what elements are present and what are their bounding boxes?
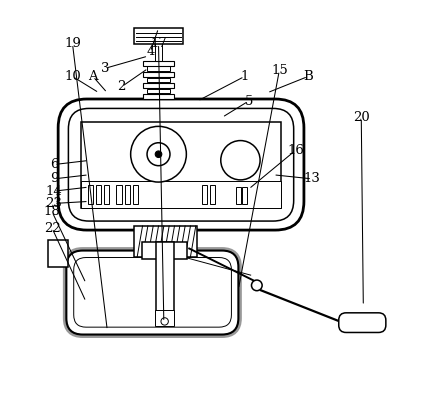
Bar bbox=[210, 185, 215, 204]
Circle shape bbox=[251, 280, 262, 291]
Bar bbox=[48, 240, 67, 267]
Bar bbox=[87, 185, 93, 204]
Bar bbox=[104, 185, 109, 204]
Text: 5: 5 bbox=[245, 95, 253, 108]
Text: 3: 3 bbox=[101, 62, 110, 75]
Bar bbox=[143, 61, 174, 66]
Text: 4: 4 bbox=[146, 45, 155, 58]
Bar bbox=[116, 185, 122, 204]
FancyBboxPatch shape bbox=[68, 109, 293, 221]
Bar bbox=[143, 72, 174, 77]
Text: 15: 15 bbox=[271, 64, 288, 77]
Bar bbox=[81, 181, 281, 208]
Bar bbox=[134, 226, 198, 257]
Text: 1: 1 bbox=[240, 70, 249, 83]
Bar bbox=[147, 78, 170, 82]
Text: 9: 9 bbox=[50, 172, 58, 185]
Text: 10: 10 bbox=[64, 70, 81, 83]
Circle shape bbox=[155, 151, 162, 157]
Bar bbox=[202, 185, 207, 204]
FancyBboxPatch shape bbox=[74, 258, 231, 327]
FancyBboxPatch shape bbox=[66, 251, 238, 335]
Text: 6: 6 bbox=[50, 158, 58, 171]
Text: 20: 20 bbox=[353, 111, 370, 124]
Bar bbox=[242, 187, 246, 204]
Bar bbox=[155, 310, 174, 326]
Bar bbox=[96, 185, 101, 204]
Bar bbox=[147, 67, 170, 71]
Bar bbox=[143, 83, 174, 88]
Text: 19: 19 bbox=[64, 37, 81, 50]
Bar bbox=[236, 187, 241, 204]
Bar bbox=[81, 122, 281, 208]
Bar bbox=[156, 242, 174, 319]
Bar bbox=[143, 94, 174, 99]
Text: 18: 18 bbox=[44, 205, 60, 218]
Text: 17: 17 bbox=[150, 37, 167, 50]
Circle shape bbox=[147, 143, 170, 166]
FancyBboxPatch shape bbox=[58, 99, 304, 230]
Circle shape bbox=[131, 126, 186, 182]
Text: 22: 22 bbox=[44, 222, 60, 235]
Text: 14: 14 bbox=[46, 185, 63, 198]
Bar bbox=[134, 28, 183, 44]
Bar bbox=[124, 185, 130, 204]
Circle shape bbox=[161, 318, 168, 325]
Text: A: A bbox=[88, 70, 98, 83]
Circle shape bbox=[221, 141, 260, 180]
Text: 16: 16 bbox=[287, 144, 304, 157]
Bar bbox=[147, 89, 170, 93]
Bar bbox=[142, 242, 187, 259]
FancyBboxPatch shape bbox=[66, 251, 238, 335]
Bar bbox=[133, 185, 138, 204]
Text: 13: 13 bbox=[304, 172, 321, 185]
Text: 23: 23 bbox=[46, 197, 63, 210]
Text: B: B bbox=[303, 70, 313, 83]
Text: 2: 2 bbox=[118, 80, 126, 93]
FancyBboxPatch shape bbox=[339, 313, 386, 332]
